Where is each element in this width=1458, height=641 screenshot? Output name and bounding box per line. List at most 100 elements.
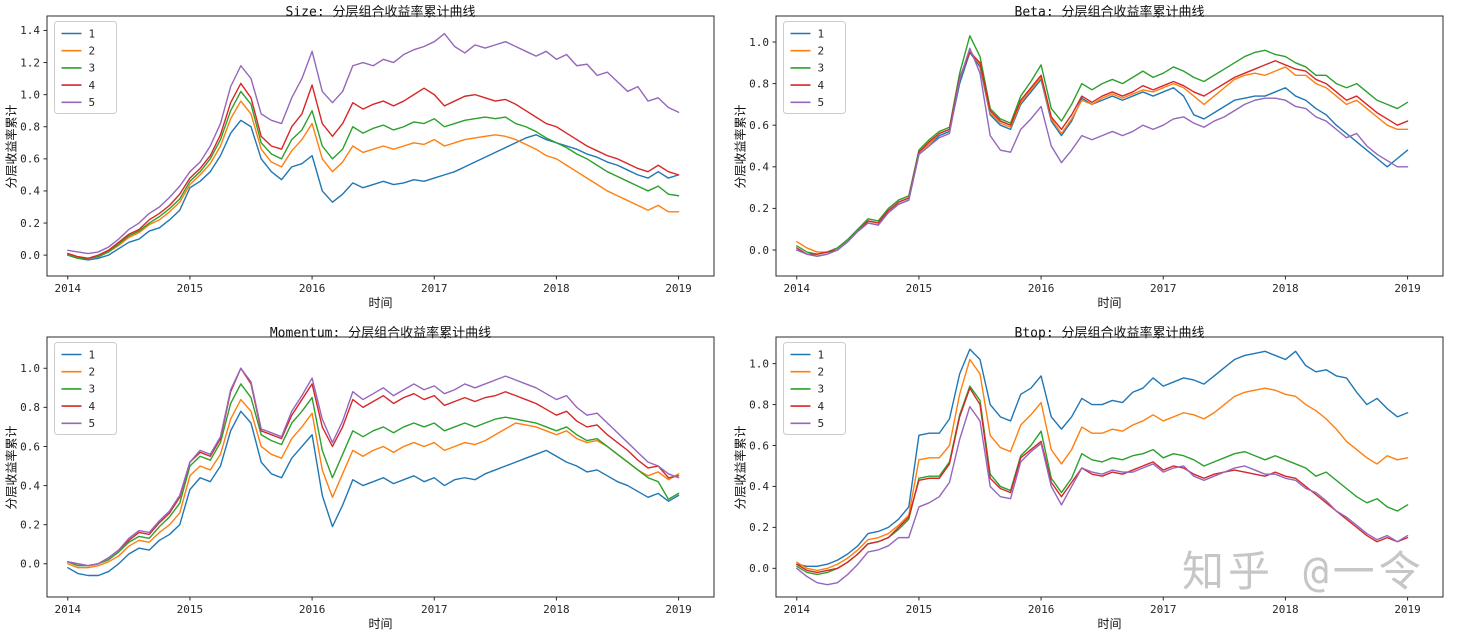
chart-momentum: Momentum: 分层组合收益率累计曲线 分层收益率累计 时间 2014 201… <box>0 321 729 641</box>
legend-label: 5 <box>818 96 825 109</box>
y-tick-label: 0.2 <box>749 202 769 215</box>
y-tick-label: 0.6 <box>749 439 769 452</box>
plot-area: 2014 2015 2016 2017 2018 2019 0.0 0.2 0.4 0.6 0.8 1… <box>20 336 715 616</box>
plot-area: 2014 2015 2016 2017 2018 2019 0.0 0.2 0.4 0.6 0.8 1… <box>20 15 715 295</box>
y-tick-label: 1.0 <box>20 88 40 101</box>
series-line-5 <box>67 32 680 255</box>
legend-label: 4 <box>89 79 96 92</box>
x-tick-label: 2015 <box>177 603 204 616</box>
x-tick-label: 2016 <box>299 282 326 295</box>
legend-label: 3 <box>818 383 825 396</box>
x-tick-label: 2018 <box>543 603 570 616</box>
x-tick-label: 2016 <box>299 603 326 616</box>
legend-label: 2 <box>818 366 825 379</box>
y-tick-label: 0.6 <box>20 153 40 166</box>
y-tick-label: 0.6 <box>749 119 769 132</box>
y-tick-label: 0.0 <box>20 558 40 571</box>
series-line-3 <box>796 385 1409 576</box>
y-tick-label: 0.0 <box>749 562 769 575</box>
legend-label: 1 <box>89 348 96 361</box>
legend-box <box>783 21 846 114</box>
x-tick-label: 2014 <box>55 282 82 295</box>
legend-label: 2 <box>89 45 96 58</box>
series-line-5 <box>67 367 680 567</box>
x-axis-label: 时间 <box>368 296 393 310</box>
legend-label: 3 <box>818 62 825 75</box>
y-tick-label: 0.2 <box>20 518 40 531</box>
y-tick-label: 0.8 <box>20 401 40 414</box>
zhihu-watermark: 知乎 @一令 <box>1182 547 1425 596</box>
x-tick-label: 2018 <box>543 282 570 295</box>
series-line-4 <box>796 51 1409 255</box>
y-tick-label: 0.4 <box>749 161 769 174</box>
legend: 1 2 3 4 5 <box>54 342 117 435</box>
y-tick-label: 1.0 <box>749 36 769 49</box>
y-tick-label: 0.4 <box>20 479 40 492</box>
x-tick-label: 2017 <box>421 282 448 295</box>
x-tick-label: 2018 <box>1272 282 1299 295</box>
y-tick-label: 0.8 <box>749 398 769 411</box>
series-line-1 <box>67 410 680 577</box>
legend-label: 3 <box>89 383 96 396</box>
legend-box <box>783 342 846 435</box>
x-tick-label: 2017 <box>421 603 448 616</box>
series-line-1 <box>67 119 680 261</box>
series-line-3 <box>67 383 680 567</box>
series-line-3 <box>67 90 680 260</box>
y-tick-label: 0.0 <box>749 244 769 257</box>
chart-btop: Btop: 分层组合收益率累计曲线 分层收益率累计 时间 2014 2015 201… <box>729 321 1458 641</box>
legend: 1 2 3 4 5 <box>783 21 846 114</box>
legend-label: 5 <box>89 417 96 430</box>
series-line-5 <box>796 47 1409 257</box>
x-tick-label: 2018 <box>1272 603 1299 616</box>
x-tick-label: 2016 <box>1028 603 1055 616</box>
y-tick-label: 0.4 <box>749 480 769 493</box>
series-line-5 <box>796 405 1409 586</box>
legend: 1 2 3 4 5 <box>783 342 846 435</box>
axes-box <box>46 336 715 598</box>
y-tick-label: 1.2 <box>20 56 40 69</box>
x-tick-label: 2019 <box>1394 282 1421 295</box>
x-axis-label: 时间 <box>368 617 393 631</box>
x-tick-label: 2017 <box>1150 603 1177 616</box>
x-tick-label: 2019 <box>665 603 692 616</box>
legend-box <box>54 342 117 435</box>
legend-label: 5 <box>818 417 825 430</box>
legend-box <box>54 21 117 114</box>
x-tick-label: 2017 <box>1150 282 1177 295</box>
plot-area: 2014 2015 2016 2017 2018 2019 0.0 0.2 0.4 0.6 0.8 1… <box>749 15 1444 295</box>
x-tick-label: 2014 <box>784 603 811 616</box>
y-tick-label: 0.0 <box>20 249 40 262</box>
chart-beta: Beta: 分层组合收益率累计曲线 分层收益率累计 时间 2014 2015 201… <box>729 0 1458 320</box>
series-line-2 <box>796 49 1409 253</box>
legend-label: 4 <box>89 400 96 413</box>
legend-label: 4 <box>818 79 825 92</box>
y-tick-label: 0.8 <box>749 77 769 90</box>
y-tick-label: 1.4 <box>20 24 40 37</box>
x-tick-label: 2016 <box>1028 282 1055 295</box>
y-tick-label: 0.8 <box>20 121 40 134</box>
plot-area: 2014 2015 2016 2017 2018 2019 0.0 0.2 0.4 0.6 0.8 1… <box>749 336 1444 616</box>
legend-label: 2 <box>818 45 825 58</box>
series-line-4 <box>796 387 1409 574</box>
axes-box <box>775 336 1444 598</box>
x-tick-label: 2019 <box>1394 603 1421 616</box>
y-tick-label: 0.4 <box>20 185 40 198</box>
x-tick-label: 2019 <box>665 282 692 295</box>
series-line-4 <box>67 82 680 260</box>
y-tick-label: 1.0 <box>20 362 40 375</box>
series-line-3 <box>796 35 1409 255</box>
x-tick-label: 2015 <box>177 282 204 295</box>
legend-label: 4 <box>818 400 825 413</box>
axes-box <box>775 15 1444 277</box>
y-tick-label: 0.2 <box>749 521 769 534</box>
x-tick-label: 2014 <box>55 603 82 616</box>
legend-label: 1 <box>818 27 825 40</box>
legend-label: 5 <box>89 96 96 109</box>
legend-label: 1 <box>89 27 96 40</box>
x-axis-label: 时间 <box>1097 296 1122 310</box>
x-axis-label: 时间 <box>1097 617 1122 631</box>
y-tick-label: 0.2 <box>20 217 40 230</box>
axes-box <box>46 15 715 277</box>
